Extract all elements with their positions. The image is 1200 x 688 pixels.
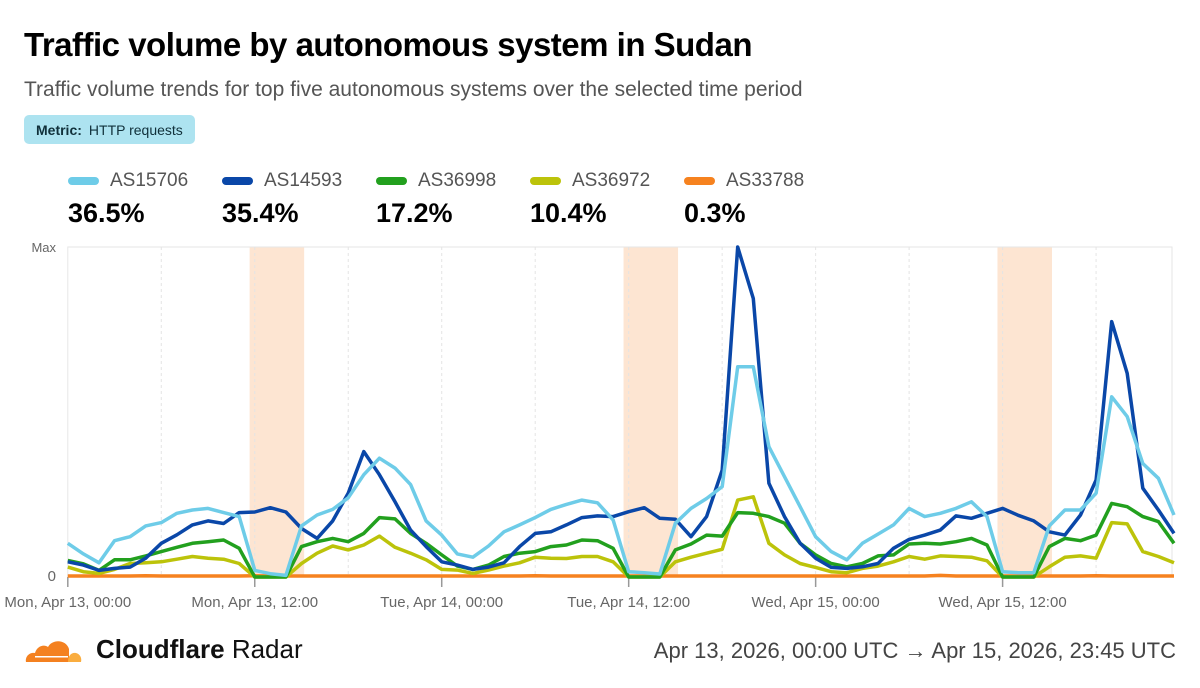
legend-share: 35.4% [222, 198, 299, 228]
legend-item-as36998[interactable]: AS36998 17.2% [376, 170, 530, 229]
x-tick-label: Tue, Apr 14, 00:00 [380, 594, 503, 611]
series-line-as15706 [66, 365, 1176, 578]
brand-light: Radar [231, 634, 303, 664]
x-tick-label: Wed, Apr 15, 00:00 [752, 594, 880, 611]
legend-share: 10.4% [530, 198, 607, 228]
legend-label: AS36998 [418, 170, 497, 191]
legend-item-as36972[interactable]: AS36972 10.4% [530, 170, 684, 229]
x-tick-label: Wed, Apr 15, 12:00 [939, 594, 1067, 611]
highlight-band [997, 247, 1052, 577]
highlight-band [249, 247, 305, 577]
legend-swatch [530, 177, 561, 185]
x-tick-label: Mon, Apr 13, 12:00 [191, 594, 318, 611]
legend-item-as33788[interactable]: AS33788 0.3% [684, 170, 838, 229]
y-tick-label: Max [31, 240, 56, 255]
brand-bold: Cloudflare [96, 634, 225, 664]
legend-swatch [68, 177, 99, 185]
legend-item-as15706[interactable]: AS15706 36.5% [68, 170, 222, 229]
cloudflare-radar-logo: Cloudflare Radar [24, 634, 303, 665]
y-tick-label: 0 [48, 568, 56, 585]
legend-item-as14593[interactable]: AS14593 35.4% [222, 170, 376, 229]
x-tick-label: Tue, Apr 14, 12:00 [567, 594, 690, 611]
series-line-as36998 [67, 501, 1176, 579]
legend-label: AS33788 [726, 170, 805, 191]
date-range: Apr 13, 2026, 00:00 UTC → Apr 15, 2026, … [653, 638, 1176, 663]
line-chart[interactable]: 0 Max Mon, Apr 13, 00:00 Mon, Apr 13, 12:00… [0, 230, 1200, 615]
metric-badge: Metric: HTTP requests [24, 115, 195, 144]
highlight-band [623, 247, 679, 577]
legend-label: AS15706 [110, 170, 189, 191]
legend-label: AS14593 [264, 170, 343, 191]
x-tick-label: Mon, Apr 13, 00:00 [4, 594, 131, 611]
legend-share: 17.2% [376, 198, 453, 228]
legend-label: AS36972 [572, 170, 651, 191]
legend-share: 36.5% [68, 198, 145, 228]
legend-swatch [684, 177, 715, 185]
metric-value: HTTP requests [88, 121, 183, 138]
series-line-as14593 [67, 245, 1176, 573]
legend-swatch [222, 177, 253, 185]
cloudflare-cloud-icon [25, 640, 82, 662]
legend-share: 0.3% [684, 198, 746, 228]
legend: AS15706 36.5% AS14593 35.4% AS36998 17.2… [68, 170, 838, 229]
chart-title: Traffic volume by autonomous system in S… [24, 26, 752, 63]
metric-label: Metric: [36, 121, 82, 138]
legend-swatch [376, 177, 407, 185]
chart-subtitle: Traffic volume trends for top five auton… [24, 78, 803, 101]
